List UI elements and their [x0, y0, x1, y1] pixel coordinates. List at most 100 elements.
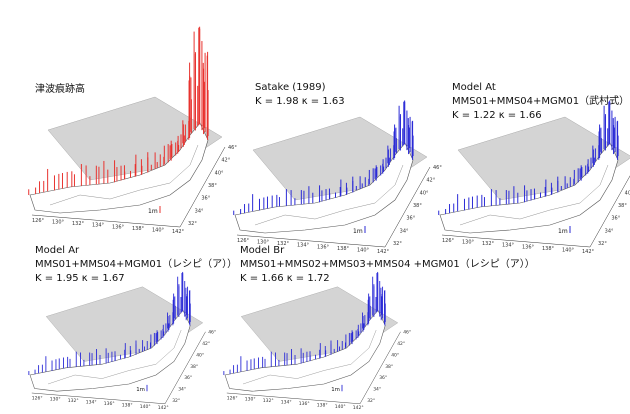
lat-label: 42° [426, 178, 435, 184]
lat-label: 36° [406, 216, 415, 222]
lon-label: 132° [482, 241, 495, 247]
lon-label: 140° [152, 227, 165, 233]
lat-label: 38° [618, 203, 627, 209]
lon-label: 132° [263, 398, 274, 404]
lon-label: 136° [112, 224, 125, 230]
lon-label: 126° [32, 395, 43, 401]
lat-label: 36° [379, 375, 387, 381]
axis-bottom [31, 214, 181, 228]
panel-line: K = 1.98 κ = 1.63 [255, 96, 345, 107]
lon-label: 138° [132, 226, 145, 232]
lon-label: 126° [237, 238, 250, 244]
lat-label: 34° [178, 387, 186, 393]
prefecture-lines [47, 329, 182, 385]
lon-label: 130° [462, 240, 475, 246]
panel-line: K = 1.22 κ = 1.66 [452, 110, 542, 121]
axis-bottom [441, 234, 591, 248]
lat-label: 40° [196, 352, 204, 358]
lat-label: 42° [397, 341, 405, 347]
lon-label: 126° [32, 218, 45, 224]
axis-right [589, 175, 630, 248]
axis-right [164, 331, 206, 404]
lon-label: 132° [68, 398, 79, 404]
lon-label: 140° [140, 404, 151, 410]
prefecture-lines [459, 164, 609, 226]
panel-line: MMS01+MMS04+MGM01（レシピ（ア）） [35, 258, 237, 270]
lon-label: 126° [442, 238, 455, 244]
axis-right [179, 146, 226, 228]
map: 126° 130° 132° 134° 136° 138° 140° 142°32° 34° 36… [223, 271, 411, 411]
map: 126° 130° 132° 134° 136° 138° 140° 142°32° 34° 36… [28, 271, 216, 411]
lat-label: 32° [172, 398, 180, 404]
lon-label: 130° [50, 397, 61, 403]
scale-label: 1m [558, 228, 568, 235]
lat-label: 40° [420, 190, 429, 196]
lon-label: 132° [72, 221, 85, 227]
lat-label: 42° [221, 158, 230, 164]
scale-label: 1m [148, 208, 158, 215]
lat-label: 38° [385, 364, 393, 370]
lat-label: 40° [215, 170, 224, 176]
lon-label: 138° [317, 402, 328, 408]
lon-label: 134° [281, 400, 292, 406]
lat-label: 34° [605, 228, 614, 234]
map: 126° 130° 132° 134° 136° 138° 140° 142°32° 34° 36… [438, 100, 630, 255]
lon-label: 138° [542, 246, 555, 252]
lat-label: 46° [433, 165, 442, 171]
lon-label: 140° [335, 404, 346, 410]
lat-label: 32° [393, 241, 402, 247]
lat-label: 36° [611, 216, 620, 222]
lon-label: 142° [353, 405, 364, 410]
lon-label: 142° [582, 249, 595, 255]
prefecture-lines [242, 329, 377, 385]
lon-label: 134° [92, 223, 105, 229]
lat-label: 46° [208, 330, 216, 336]
prefecture-lines [254, 164, 404, 226]
lat-label: 34° [373, 387, 381, 393]
lat-label: 38° [413, 203, 422, 209]
lon-label: 134° [502, 243, 515, 249]
lon-label: 130° [245, 397, 256, 403]
lat-label: 32° [188, 221, 197, 227]
map: 126° 130° 132° 134° 136° 138° 140° 142°32° 34° 36… [28, 26, 237, 235]
lat-label: 40° [391, 352, 399, 358]
lon-label: 130° [52, 220, 65, 226]
axis-bottom [226, 392, 361, 405]
scale-label: 1m [136, 387, 145, 393]
lon-label: 140° [357, 247, 370, 253]
lat-label: 42° [202, 341, 210, 347]
panel-title: 津波痕跡高 [35, 82, 85, 95]
panel-line: K = 1.95 κ = 1.67 [35, 273, 125, 284]
scale-label: 1m [353, 228, 363, 235]
lat-label: 46° [228, 145, 237, 151]
lon-label: 132° [277, 241, 290, 247]
prefecture-lines [49, 144, 199, 206]
panel-title: Model Br [240, 245, 285, 256]
map: 126° 130° 132° 134° 136° 138° 140° 142°32° 34° 36… [233, 100, 442, 255]
lat-label: 32° [598, 241, 607, 247]
panel-line: MMS01+MMS02+MMS03+MMS04 +MGM01（レシピ（ア）） [240, 258, 535, 270]
scale-label: 1m [331, 387, 340, 393]
lon-label: 142° [158, 405, 169, 410]
lon-label: 138° [122, 402, 133, 408]
panel-line: K = 1.66 κ = 1.72 [240, 273, 330, 284]
lat-label: 36° [184, 375, 192, 381]
lon-label: 136° [104, 401, 115, 407]
lon-label: 142° [172, 229, 185, 235]
lat-label: 34° [195, 208, 204, 214]
panel-title: Model At [452, 82, 496, 93]
lon-label: 136° [317, 244, 330, 250]
lon-label: 138° [337, 246, 350, 252]
lat-label: 34° [400, 228, 409, 234]
panel-title: Model Ar [35, 245, 80, 256]
axis-right [359, 331, 401, 404]
lon-label: 140° [562, 247, 575, 253]
lon-label: 136° [299, 401, 310, 407]
lat-label: 32° [367, 398, 375, 404]
lat-label: 46° [403, 330, 411, 336]
axis-bottom [31, 392, 166, 405]
lon-label: 134° [297, 243, 310, 249]
lon-label: 130° [257, 240, 270, 246]
lon-label: 142° [377, 249, 390, 255]
